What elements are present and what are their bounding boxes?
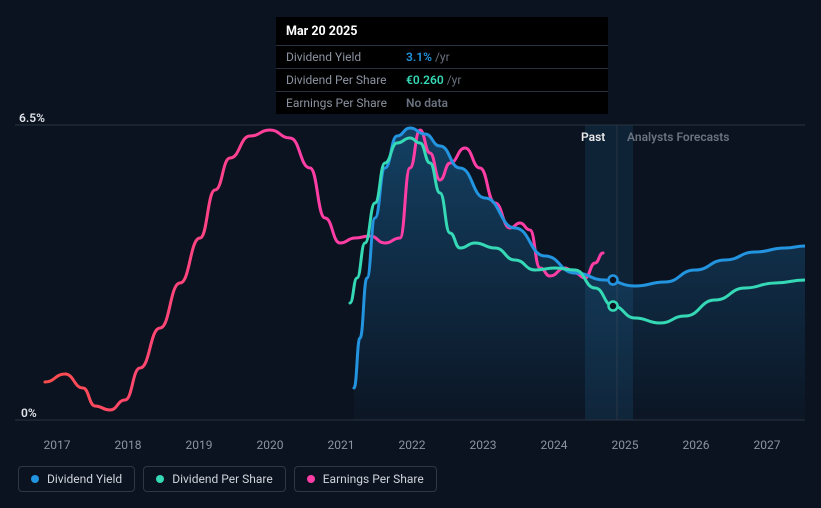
legend-dot-icon: [31, 475, 39, 483]
legend-item[interactable]: Dividend Yield: [18, 466, 135, 492]
tooltip-row: Dividend Yield3.1%/yr: [276, 45, 608, 68]
tooltip-row-label: Dividend Per Share: [286, 73, 406, 87]
tooltip-row-value: No data: [406, 96, 448, 110]
chart-legend: Dividend Yield Dividend Per Share Earnings…: [18, 466, 437, 492]
legend-item[interactable]: Dividend Per Share: [143, 466, 286, 492]
legend-dot-icon: [156, 475, 164, 483]
legend-item[interactable]: Earnings Per Share: [294, 466, 437, 492]
x-axis-year: 2017: [44, 438, 71, 452]
x-axis-year: 2021: [328, 438, 355, 452]
x-axis-year: 2022: [399, 438, 426, 452]
tooltip-row: Dividend Per Share€0.260/yr: [276, 68, 608, 91]
tooltip-row-label: Dividend Yield: [286, 50, 406, 64]
tooltip-row-value: €0.260/yr: [406, 73, 461, 87]
x-axis-year: 2025: [612, 438, 639, 452]
x-axis-year: 2020: [257, 438, 284, 452]
x-axis-year: 2019: [186, 438, 213, 452]
x-axis-year: 2024: [541, 438, 568, 452]
x-axis-year: 2026: [683, 438, 710, 452]
legend-dot-icon: [307, 475, 315, 483]
x-axis-labels: 2017 2018 2019 2020 2021 2022 2023 2024 2025 2026…: [15, 438, 805, 458]
past-zone-label: Past: [581, 130, 605, 144]
x-axis-year: 2023: [470, 438, 497, 452]
tooltip-date: Mar 20 2025: [276, 17, 608, 45]
tooltip-row: Earnings Per ShareNo data: [276, 91, 608, 114]
legend-label: Dividend Yield: [47, 472, 122, 486]
chart-plot-area[interactable]: [15, 108, 805, 428]
chart-tooltip: Mar 20 2025 Dividend Yield3.1%/yrDividen…: [276, 17, 608, 114]
x-axis-year: 2018: [115, 438, 142, 452]
tooltip-row-label: Earnings Per Share: [286, 96, 406, 110]
tooltip-row-value: 3.1%/yr: [406, 50, 450, 64]
legend-label: Dividend Per Share: [172, 472, 273, 486]
forecast-zone-label: Analysts Forecasts: [627, 130, 729, 144]
x-axis-year: 2027: [754, 438, 781, 452]
legend-label: Earnings Per Share: [323, 472, 424, 486]
